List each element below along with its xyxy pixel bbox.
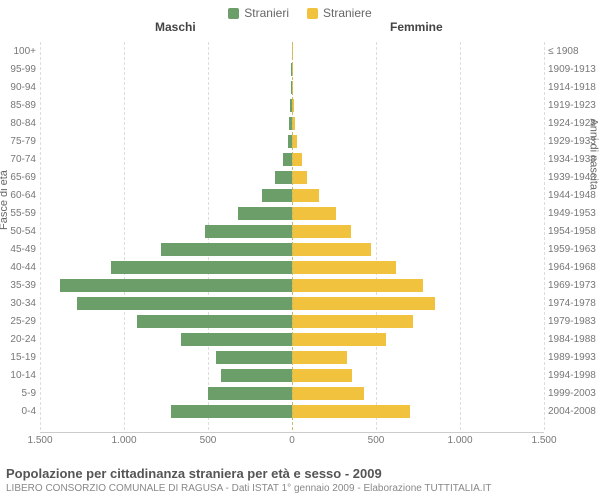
chart-footer: Popolazione per cittadinanza straniera p… [6, 466, 594, 494]
age-label: 15-19 [0, 352, 36, 363]
bar-male [238, 207, 292, 220]
age-label: 25-29 [0, 316, 36, 327]
x-tick-label: 1.000 [447, 435, 472, 446]
birth-year-label: 1914-1918 [548, 82, 600, 93]
bar-female [292, 171, 307, 184]
x-tick-label: 500 [200, 435, 217, 446]
legend-label-male: Stranieri [244, 6, 289, 20]
bar-male [205, 225, 292, 238]
legend-swatch-female [307, 8, 318, 19]
legend-label-female: Straniere [323, 6, 372, 20]
bar-female [292, 279, 423, 292]
age-label: 70-74 [0, 154, 36, 165]
age-label: 5-9 [0, 388, 36, 399]
age-label: 30-34 [0, 298, 36, 309]
age-label: 100+ [0, 46, 36, 57]
birth-year-label: 1984-1988 [548, 334, 600, 345]
birth-year-label: 1919-1923 [548, 100, 600, 111]
bar-female [292, 387, 364, 400]
age-label: 40-44 [0, 262, 36, 273]
bar-female [292, 153, 302, 166]
birth-year-label: 1929-1933 [548, 136, 600, 147]
birth-year-label: 1944-1948 [548, 190, 600, 201]
birth-year-label: ≤ 1908 [548, 46, 600, 57]
age-label: 55-59 [0, 208, 36, 219]
bar-male [283, 153, 292, 166]
bar-female [292, 225, 351, 238]
bar-male [60, 279, 292, 292]
x-tick-label: 0 [289, 435, 295, 446]
column-titles: Maschi Femmine [0, 20, 600, 38]
x-axis: 1.5001.00050005001.0001.500 [40, 432, 544, 450]
bar-male [262, 189, 292, 202]
x-tick-label: 500 [368, 435, 385, 446]
center-divider [292, 42, 293, 430]
age-label: 20-24 [0, 334, 36, 345]
age-label: 45-49 [0, 244, 36, 255]
bar-female [292, 315, 413, 328]
bar-female [292, 333, 386, 346]
chart-subtitle: LIBERO CONSORZIO COMUNALE DI RAGUSA - Da… [6, 483, 594, 494]
bar-male [161, 243, 292, 256]
grid-line [544, 42, 545, 430]
bar-male [137, 315, 292, 328]
bar-female [292, 207, 336, 220]
birth-year-label: 1949-1953 [548, 208, 600, 219]
x-tick-label: 1.500 [531, 435, 556, 446]
x-tick-label: 1.000 [111, 435, 136, 446]
bar-female [292, 351, 347, 364]
pyramid-chart: 100+≤ 190895-991909-191390-941914-191885… [40, 42, 544, 430]
col-title-female: Femmine [390, 20, 443, 34]
bar-male [77, 297, 292, 310]
age-label: 10-14 [0, 370, 36, 381]
birth-year-label: 1924-1928 [548, 118, 600, 129]
birth-year-label: 1974-1978 [548, 298, 600, 309]
bar-male [221, 369, 292, 382]
bar-male [171, 405, 292, 418]
birth-year-label: 1969-1973 [548, 280, 600, 291]
age-label: 90-94 [0, 82, 36, 93]
legend-swatch-male [228, 8, 239, 19]
bar-male [181, 333, 292, 346]
age-label: 75-79 [0, 136, 36, 147]
birth-year-label: 1934-1938 [548, 154, 600, 165]
birth-year-label: 1959-1963 [548, 244, 600, 255]
birth-year-label: 2004-2008 [548, 406, 600, 417]
bar-male [216, 351, 292, 364]
col-title-male: Maschi [155, 20, 196, 34]
birth-year-label: 1979-1983 [548, 316, 600, 327]
bar-male [111, 261, 292, 274]
age-label: 35-39 [0, 280, 36, 291]
bar-female [292, 189, 319, 202]
age-label: 95-99 [0, 64, 36, 75]
birth-year-label: 1989-1993 [548, 352, 600, 363]
chart-legend: Stranieri Straniere [0, 0, 600, 20]
bar-female [292, 405, 410, 418]
age-label: 65-69 [0, 172, 36, 183]
birth-year-label: 1994-1998 [548, 370, 600, 381]
bar-male [208, 387, 292, 400]
age-label: 50-54 [0, 226, 36, 237]
birth-year-label: 1939-1943 [548, 172, 600, 183]
birth-year-label: 1909-1913 [548, 64, 600, 75]
legend-item-male: Stranieri [228, 6, 289, 20]
age-label: 0-4 [0, 406, 36, 417]
bar-female [292, 297, 435, 310]
bar-female [292, 243, 371, 256]
bar-female [292, 369, 352, 382]
birth-year-label: 1964-1968 [548, 262, 600, 273]
chart-title: Popolazione per cittadinanza straniera p… [6, 466, 594, 481]
age-label: 85-89 [0, 100, 36, 111]
bar-male [275, 171, 292, 184]
legend-item-female: Straniere [307, 6, 372, 20]
birth-year-label: 1999-2003 [548, 388, 600, 399]
age-label: 80-84 [0, 118, 36, 129]
x-tick-label: 1.500 [27, 435, 52, 446]
age-label: 60-64 [0, 190, 36, 201]
birth-year-label: 1954-1958 [548, 226, 600, 237]
bar-female [292, 261, 396, 274]
